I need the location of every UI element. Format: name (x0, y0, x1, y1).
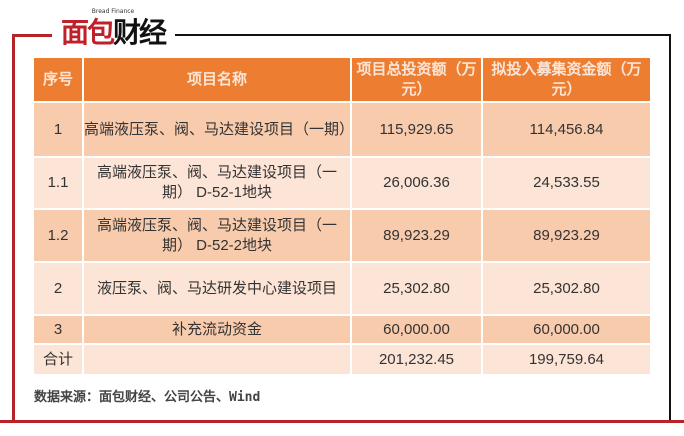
table-total-row: 合计 201,232.45 199,759.64 (32, 343, 652, 376)
table-row: 3 补充流动资金 60,000.00 60,000.00 (32, 314, 652, 345)
cell-name (82, 343, 352, 376)
cell-name: 高端液压泵、阀、马达建设项目（一期） D-52-2地块 (82, 208, 352, 263)
table-row: 1 高端液压泵、阀、马达建设项目（一期） 115,929.65 114,456.… (32, 101, 652, 158)
cell-name: 高端液压泵、阀、马达建设项目（一期） (82, 101, 354, 158)
table-header-row: 序号 项目名称 项目总投资额（万元） 拟投入募集资金额（万元） (32, 56, 652, 103)
header-raised: 拟投入募集资金额（万元） (481, 56, 652, 103)
cell-total: 115,929.65 (350, 101, 483, 158)
header-name: 项目名称 (82, 56, 352, 103)
cell-total: 25,302.80 (350, 261, 483, 316)
frame-right-border (669, 34, 671, 422)
brand-logo: Bread Finance 面包 财经 (54, 8, 172, 51)
cell-total: 201,232.45 (350, 343, 483, 376)
frame-left-border (12, 34, 15, 422)
cell-total: 60,000.00 (350, 314, 483, 345)
frame-top-red-border (12, 34, 52, 37)
cell-raised: 114,456.84 (481, 101, 652, 158)
project-table: 序号 项目名称 项目总投资额（万元） 拟投入募集资金额（万元） 1 高端液压泵、… (32, 56, 652, 376)
cell-name: 补充流动资金 (82, 314, 352, 345)
frame-top-border (175, 34, 671, 36)
table-row: 2 液压泵、阀、马达研发中心建设项目 25,302.80 25,302.80 (32, 261, 652, 316)
source-note: 数据来源：面包财经、公司公告、Wind (34, 390, 261, 405)
cell-raised: 60,000.00 (481, 314, 652, 345)
cell-no: 合计 (32, 343, 84, 376)
logo-mark: 面包 财经 (60, 15, 167, 51)
table-row: 1.2 高端液压泵、阀、马达建设项目（一期） D-52-2地块 89,923.2… (32, 208, 652, 263)
cell-name: 液压泵、阀、马达研发中心建设项目 (82, 261, 352, 316)
cell-no: 1 (32, 101, 84, 158)
cell-no: 2 (32, 261, 84, 316)
cell-no: 1.1 (32, 156, 84, 210)
cell-raised: 25,302.80 (481, 261, 652, 316)
cell-no: 1.2 (32, 208, 84, 263)
header-total: 项目总投资额（万元） (350, 56, 483, 103)
cell-raised: 199,759.64 (481, 343, 652, 376)
cell-no: 3 (32, 314, 84, 345)
logo-red-part: 面包 (60, 16, 115, 49)
table-row: 1.1 高端液压泵、阀、马达建设项目（一期） D-52-1地块 26,006.3… (32, 156, 652, 210)
logo-english: Bread Finance (91, 8, 135, 15)
cell-raised: 24,533.55 (481, 156, 652, 210)
header-no: 序号 (32, 56, 84, 103)
cell-total: 89,923.29 (350, 208, 483, 263)
logo-black-part: 财经 (113, 16, 167, 49)
frame-bottom-border (0, 420, 684, 423)
cell-name: 高端液压泵、阀、马达建设项目（一期） D-52-1地块 (82, 156, 352, 210)
cell-raised: 89,923.29 (481, 208, 652, 263)
cell-total: 26,006.36 (350, 156, 483, 210)
